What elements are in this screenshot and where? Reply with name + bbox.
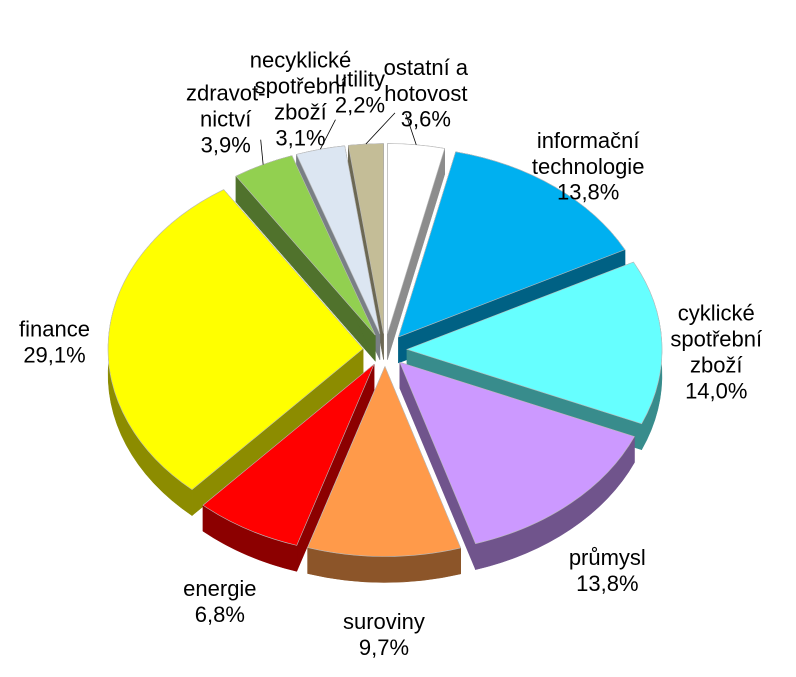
value-label: 6,8%	[195, 602, 245, 627]
slice	[307, 365, 462, 557]
slice-tops	[107, 143, 663, 557]
slice	[399, 361, 635, 545]
value-label: 29,1%	[23, 342, 85, 367]
value-label: 14,0%	[685, 379, 747, 404]
category-label: průmysl	[569, 545, 646, 570]
value-label: 9,7%	[359, 635, 409, 660]
value-label: 3,9%	[201, 133, 251, 158]
category-label: utility	[335, 67, 385, 92]
slice	[235, 155, 376, 336]
leader-line	[405, 113, 417, 145]
leader-line	[260, 139, 264, 165]
slice	[387, 143, 446, 334]
slice	[202, 364, 375, 546]
value-label: 13,8%	[576, 571, 638, 596]
leader-line	[319, 119, 336, 150]
category-label: energie	[183, 576, 256, 601]
value-label: 3,6%	[401, 107, 451, 132]
category-label: suroviny	[343, 609, 425, 634]
value-label: 13,8%	[557, 180, 619, 205]
slice	[107, 189, 364, 491]
category-label: ostatní a hotovost	[384, 55, 469, 106]
slice	[406, 261, 663, 425]
category-label: necyklické spotřební zboží	[250, 47, 351, 124]
value-label: 2,2%	[335, 93, 385, 118]
leader-line	[365, 112, 396, 145]
category-label: zdravot-nictví	[186, 81, 265, 132]
category-label: informační technologie	[532, 128, 645, 179]
slice	[398, 151, 626, 338]
category-label: finance	[19, 316, 90, 341]
value-label: 3,1%	[275, 125, 325, 150]
category-label: cyklické spotřební zboží	[670, 301, 762, 378]
